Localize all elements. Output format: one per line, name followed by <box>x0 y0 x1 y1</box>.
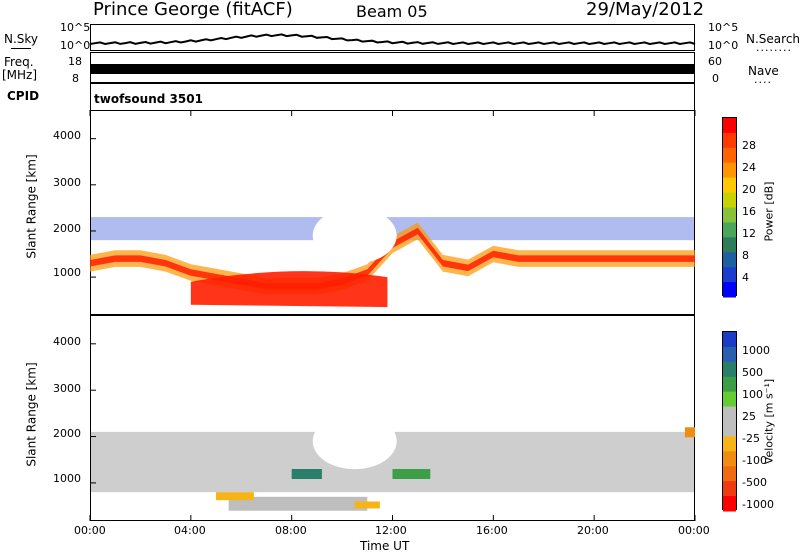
velocity-ytick-2000: 2000 <box>53 427 81 440</box>
station-title: Prince George (fitACF) <box>93 0 293 20</box>
frequency-band <box>91 64 694 74</box>
velocity-edge-patch <box>684 427 695 438</box>
power-ytick-4000: 4000 <box>53 129 81 142</box>
xtick-6: 00:00 <box>678 524 710 537</box>
velocity-colorbar-swatch-5 <box>723 406 736 422</box>
velocity-colorbar-swatch-7 <box>723 436 736 452</box>
power-colorbar-swatch-1 <box>723 132 736 149</box>
cpid-panel <box>90 83 695 110</box>
nave-axis-top: 60 <box>708 55 722 68</box>
xlabel: Time UT <box>360 539 410 553</box>
power-ytick-3000: 3000 <box>53 176 81 189</box>
date-title: 29/May/2012 <box>586 0 705 20</box>
velocity-colorbar-swatch-10 <box>723 481 736 497</box>
cpid-label: CPID <box>7 89 40 103</box>
power-cbar-tick-12: 12 <box>742 227 756 240</box>
power-colorbar-swatch-7 <box>723 222 736 238</box>
velocity-colorbar-swatch-6 <box>723 421 736 437</box>
power-colorbar-swatch-0 <box>723 118 736 134</box>
velocity-colorbar-swatch-2 <box>723 361 736 378</box>
noise-trace <box>89 33 696 46</box>
power-panel <box>90 110 695 315</box>
velocity-near-range <box>228 496 368 511</box>
power-cbar-tick-28: 28 <box>742 139 756 152</box>
nsearch-dots: ........ <box>756 41 792 54</box>
noise-axis-right-bottom: 10^0 <box>708 39 739 52</box>
power-colorbar-swatch-3 <box>723 162 736 179</box>
nsky-label: N.Sky <box>4 32 39 46</box>
velocity-colorbar-swatch-1 <box>723 346 736 363</box>
freq-label: Freq. <box>4 55 34 69</box>
vel-cbar-tick-1000: 1000 <box>742 344 770 357</box>
power-main-band-core <box>90 227 695 290</box>
power-noon-gap <box>312 207 397 264</box>
velocity-positive-patch-1 <box>291 469 322 479</box>
power-cbar-tick-8: 8 <box>742 249 749 262</box>
nave-label: Nave <box>748 64 779 78</box>
cpid-text: twofsound 3501 <box>94 92 203 106</box>
velocity-colorbar-swatch-4 <box>723 391 736 408</box>
velocity-colorbar-swatch-0 <box>723 332 736 348</box>
freq-axis-bottom: 8 <box>72 72 79 85</box>
power-colorbar-swatch-10 <box>723 267 736 283</box>
power-cbar-tick-24: 24 <box>742 161 756 174</box>
vel-cbar-tick-25: 25 <box>742 410 756 423</box>
nave-axis-bottom: 0 <box>712 72 719 85</box>
noise-axis-right-top: 10^5 <box>708 21 739 34</box>
velocity-negative-patch-2 <box>354 501 380 509</box>
xtick-4: 16:00 <box>476 524 508 537</box>
nave-dots: .... <box>754 73 772 86</box>
power-colorbar-swatch-5 <box>723 192 736 208</box>
xtick-2: 08:00 <box>275 524 307 537</box>
velocity-colorbar-swatch-11 <box>723 496 736 512</box>
power-colorbar-swatch-4 <box>723 177 736 194</box>
vel-cbar-tick-m100: -100 <box>742 454 767 467</box>
velocity-colorbar-swatch-3 <box>723 376 736 393</box>
vel-cbar-tick-m500: -500 <box>742 476 767 489</box>
xtick-1: 04:00 <box>174 524 206 537</box>
power-ytick-1000: 1000 <box>53 266 81 279</box>
power-ytick-2000: 2000 <box>53 222 81 235</box>
velocity-positive-patch-2 <box>392 469 431 479</box>
noise-axis-top: 10^5 <box>60 21 91 34</box>
nsearch-label: N.Search <box>746 32 800 46</box>
nsky-underline <box>11 48 31 49</box>
power-cbar-tick-20: 20 <box>742 183 756 196</box>
xtick-3: 12:00 <box>375 524 407 537</box>
vel-cbar-tick-100: 100 <box>742 388 763 401</box>
noise-axis-bottom: 10^0 <box>60 39 91 52</box>
beam-title: Beam 05 <box>356 2 428 21</box>
velocity-colorbar-swatch-8 <box>723 451 736 467</box>
power-cbar-tick-16: 16 <box>742 205 756 218</box>
velocity-noon-gap <box>312 413 397 470</box>
vel-cbar-tick-500: 500 <box>742 366 763 379</box>
noise-panel <box>90 24 695 51</box>
freq-axis-top: 18 <box>68 55 82 68</box>
velocity-ytick-1000: 1000 <box>53 472 81 485</box>
power-colorbar-swatch-8 <box>723 237 736 253</box>
xtick-0: 00:00 <box>74 524 106 537</box>
velocity-ytick-3000: 3000 <box>53 382 81 395</box>
vel-cbar-tick-m1000: -1000 <box>742 498 774 511</box>
xtick-5: 20:00 <box>577 524 609 537</box>
velocity-ytick-4000: 4000 <box>53 335 81 348</box>
vel-cbar-tick-m25: -25 <box>742 432 760 445</box>
power-cbar-tick-4: 4 <box>742 271 749 284</box>
freq-unit-label: [MHz] <box>2 68 38 82</box>
velocity-colorbar-swatch-9 <box>723 466 736 482</box>
power-colorbar-swatch-9 <box>723 252 736 268</box>
power-colorbar-swatch-2 <box>723 147 736 164</box>
power-colorbar-swatch-11 <box>723 282 736 298</box>
velocity-negative-patch-1 <box>216 492 254 501</box>
power-near-range-echoes <box>190 271 388 308</box>
power-colorbar-swatch-6 <box>723 207 736 223</box>
